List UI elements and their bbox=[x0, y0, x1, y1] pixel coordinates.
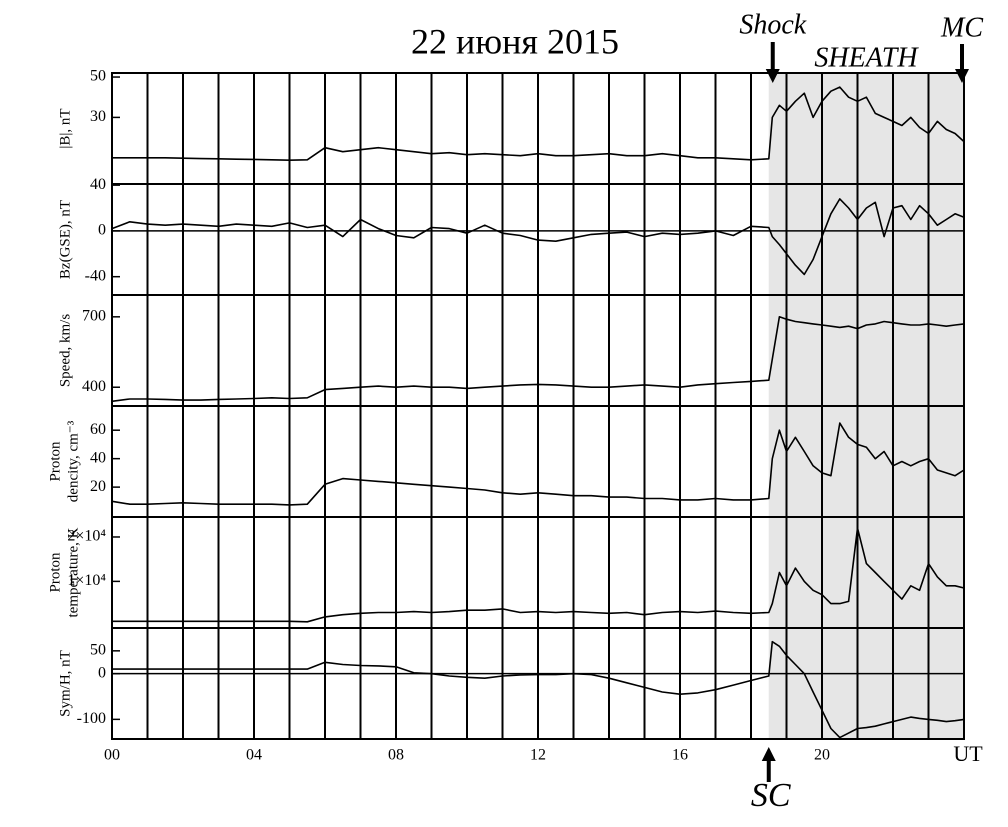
data-line bbox=[112, 640, 965, 739]
y-tick-label: 2×10⁴ bbox=[67, 528, 106, 545]
y-axis-label: Proton bbox=[47, 441, 63, 482]
data-line bbox=[111, 198, 965, 276]
data-line bbox=[111, 422, 965, 506]
y-tick-label: 0 bbox=[98, 222, 106, 239]
y-tick-label: 50 bbox=[90, 68, 106, 85]
y-axis-label: Speed, km/s bbox=[57, 314, 73, 387]
shock-arrow-head bbox=[765, 69, 780, 83]
data-line bbox=[111, 316, 965, 403]
y-axis-label: Bz(GSE), nT bbox=[57, 200, 73, 279]
data-line bbox=[112, 527, 965, 623]
y-axis-label: dencity, cm⁻³ bbox=[65, 420, 81, 502]
y-tick-label: 400 bbox=[82, 378, 106, 395]
shaded-span bbox=[768, 406, 964, 517]
sc-label: SC bbox=[751, 777, 791, 814]
chart-title: 22 июня 2015 bbox=[411, 21, 619, 61]
y-tick-label: -100 bbox=[77, 710, 106, 727]
mc-label: MC bbox=[940, 12, 983, 43]
shaded-span bbox=[768, 628, 964, 739]
y-tick-label: 60 bbox=[90, 421, 106, 438]
y-tick-label: -40 bbox=[85, 267, 106, 284]
x-tick-label: 16 bbox=[672, 747, 688, 764]
y-tick-label: 50 bbox=[90, 642, 106, 659]
sc-arrow-head bbox=[761, 747, 776, 761]
y-axis-label: Sym/H, nT bbox=[57, 650, 73, 717]
y-axis-label: |B|, nT bbox=[57, 108, 73, 148]
shaded-span bbox=[768, 295, 964, 406]
y-tick-label: 1×10⁴ bbox=[67, 572, 106, 589]
y-tick-label: 0 bbox=[98, 664, 106, 681]
data-line bbox=[112, 86, 965, 161]
y-tick-label: 40 bbox=[90, 449, 106, 466]
x-tick-label: 12 bbox=[530, 747, 546, 764]
shaded-span bbox=[768, 184, 964, 295]
y-tick-label: 30 bbox=[90, 108, 106, 125]
y-tick-label: 20 bbox=[90, 478, 106, 495]
shaded-span bbox=[768, 73, 964, 184]
sheath-label: SHEATH bbox=[814, 42, 919, 73]
shock-label: Shock bbox=[739, 9, 806, 40]
shaded-span bbox=[768, 517, 964, 628]
x-axis-label: UT bbox=[953, 741, 983, 766]
y-tick-label: 40 bbox=[90, 176, 106, 193]
y-tick-label: 700 bbox=[82, 307, 106, 324]
x-tick-label: 00 bbox=[104, 747, 120, 764]
mc-arrow-head bbox=[955, 69, 969, 83]
x-tick-label: 20 bbox=[814, 747, 830, 764]
y-axis-label: Proton bbox=[47, 552, 63, 593]
x-tick-label: 08 bbox=[388, 747, 404, 764]
x-tick-label: 04 bbox=[246, 747, 262, 764]
y-axis-label: temperature, K bbox=[65, 527, 81, 617]
